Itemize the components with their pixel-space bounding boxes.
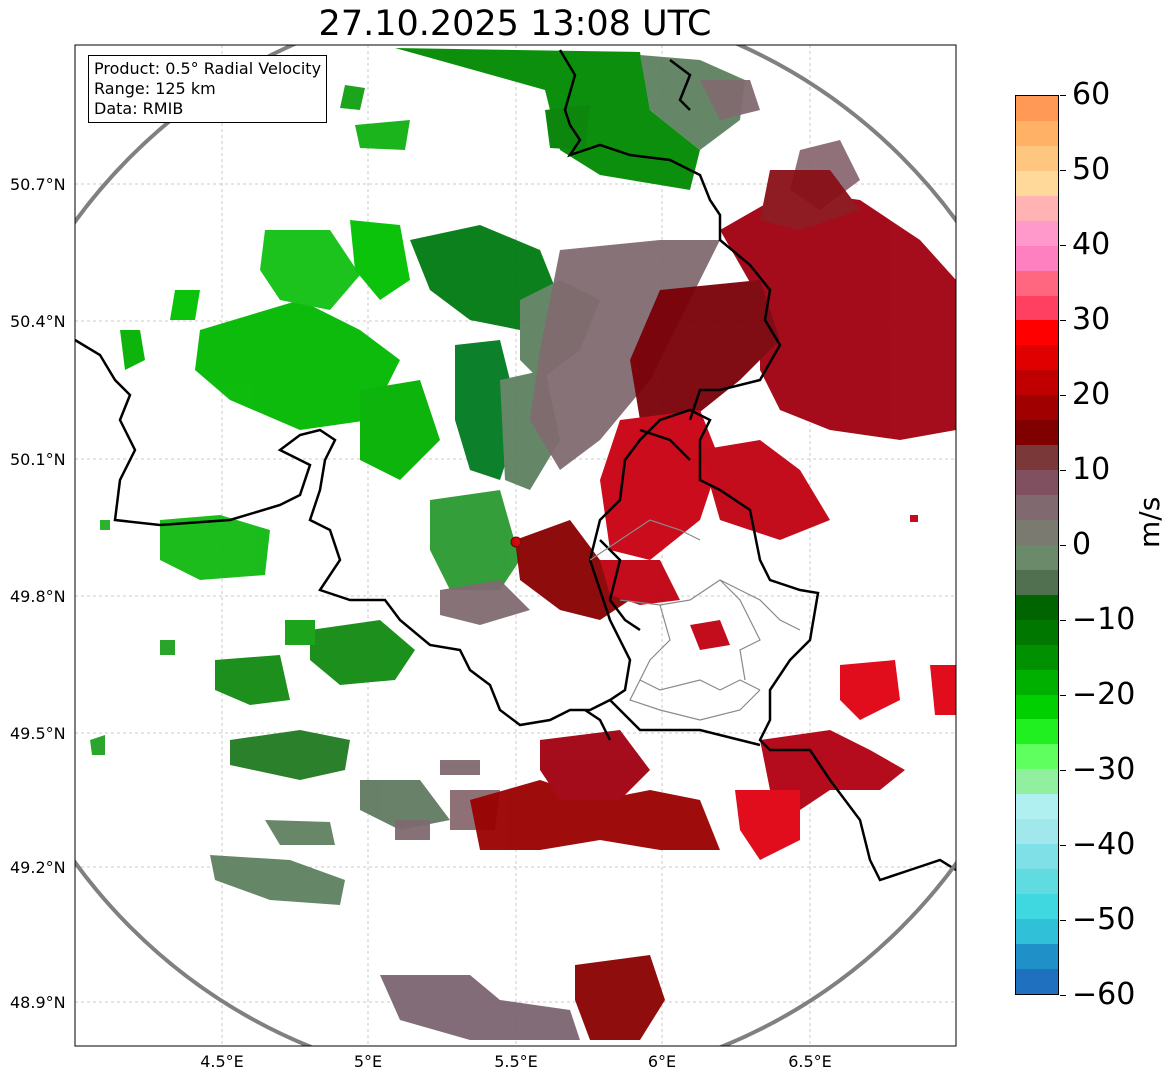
colorbar-segment <box>1016 96 1058 121</box>
colorbar-segment <box>1016 819 1058 845</box>
colorbar-segment <box>1016 519 1058 545</box>
map-title: 27.10.2025 13:08 UTC <box>318 4 712 44</box>
colorbar-segment <box>1016 495 1058 520</box>
colorbar-segment <box>1016 544 1058 570</box>
lat-label: 49.2°N <box>10 858 66 877</box>
colorbar-segment <box>1016 794 1058 820</box>
regional-borders <box>589 519 801 721</box>
colorbar-tick: 60 <box>1060 80 1110 110</box>
colorbar-segment <box>1016 569 1058 595</box>
colorbar-tick: −20 <box>1060 680 1135 710</box>
lat-label: 49.5°N <box>10 724 66 743</box>
colorbar-segment <box>1016 245 1058 271</box>
colorbar-segment <box>1016 918 1058 944</box>
lat-label: 50.1°N <box>10 450 66 469</box>
lat-label: 48.9°N <box>10 993 66 1012</box>
colorbar-segment <box>1016 370 1058 396</box>
range-label: Range: 125 km <box>94 79 216 98</box>
colorbar-segment <box>1016 320 1058 346</box>
colorbar-segment <box>1016 220 1058 246</box>
colorbar-segment <box>1016 844 1058 870</box>
colorbar-tick: 50 <box>1060 155 1110 185</box>
colorbar-tick: −30 <box>1060 755 1135 785</box>
echoes-inbound <box>90 48 745 905</box>
lat-label: 50.4°N <box>10 312 66 331</box>
lon-label: 5.5°E <box>494 1052 538 1071</box>
colorbar-segment <box>1016 170 1058 196</box>
national-borders <box>75 49 956 882</box>
colorbar-unit: m/s <box>1133 496 1166 548</box>
colorbar-segment <box>1016 769 1058 795</box>
colorbar-segment <box>1016 719 1058 745</box>
map-frame <box>74 44 957 1047</box>
colorbar-segment <box>1016 120 1058 146</box>
colorbar-segment <box>1016 345 1058 371</box>
lat-label: 49.8°N <box>10 587 66 606</box>
colorbar-tick: 40 <box>1060 230 1110 260</box>
lon-label: 4.5°E <box>200 1052 244 1071</box>
lon-label: 5°E <box>353 1052 383 1071</box>
colorbar-tick: 30 <box>1060 305 1110 335</box>
colorbar-tick: −10 <box>1060 605 1135 635</box>
lat-label: 50.7°N <box>10 175 66 194</box>
colorbar-segment <box>1016 894 1058 919</box>
colorbar-segment <box>1016 295 1058 321</box>
colorbar-segment <box>1016 470 1058 495</box>
colorbar-segment <box>1016 943 1058 969</box>
colorbar-segment <box>1016 594 1058 620</box>
colorbar-segment <box>1016 445 1058 471</box>
data-source-label: Data: RMIB <box>94 99 184 118</box>
echoes-outbound <box>470 170 956 1040</box>
colorbar-segment <box>1016 644 1058 670</box>
colorbar-segment <box>1016 869 1058 894</box>
colorbar-tick: 20 <box>1060 380 1110 410</box>
colorbar-segment <box>1016 270 1058 296</box>
colorbar-segment <box>1016 145 1058 171</box>
colorbar-tick: 0 <box>1060 530 1091 560</box>
colorbar-segment <box>1016 420 1058 446</box>
colorbar-tick: −60 <box>1060 980 1135 1010</box>
colorbar-segment <box>1016 619 1058 645</box>
colorbar-segment <box>1016 968 1058 994</box>
product-label: Product: 0.5° Radial Velocity <box>94 59 322 78</box>
colorbar-tick: 10 <box>1060 455 1110 485</box>
colorbar-tick: −40 <box>1060 830 1135 860</box>
colorbar-segment <box>1016 744 1058 770</box>
colorbar-segment <box>1016 195 1058 221</box>
colorbar-tick: −50 <box>1060 905 1135 935</box>
info-box: Product: 0.5° Radial Velocity Range: 125… <box>88 55 328 123</box>
colorbar-segment <box>1016 395 1058 421</box>
colorbar-segment <box>1016 669 1058 695</box>
lon-label: 6°E <box>647 1052 677 1071</box>
colorbar-segment <box>1016 694 1058 720</box>
colorbar <box>1015 95 1059 995</box>
lon-label: 6.5°E <box>788 1052 832 1071</box>
